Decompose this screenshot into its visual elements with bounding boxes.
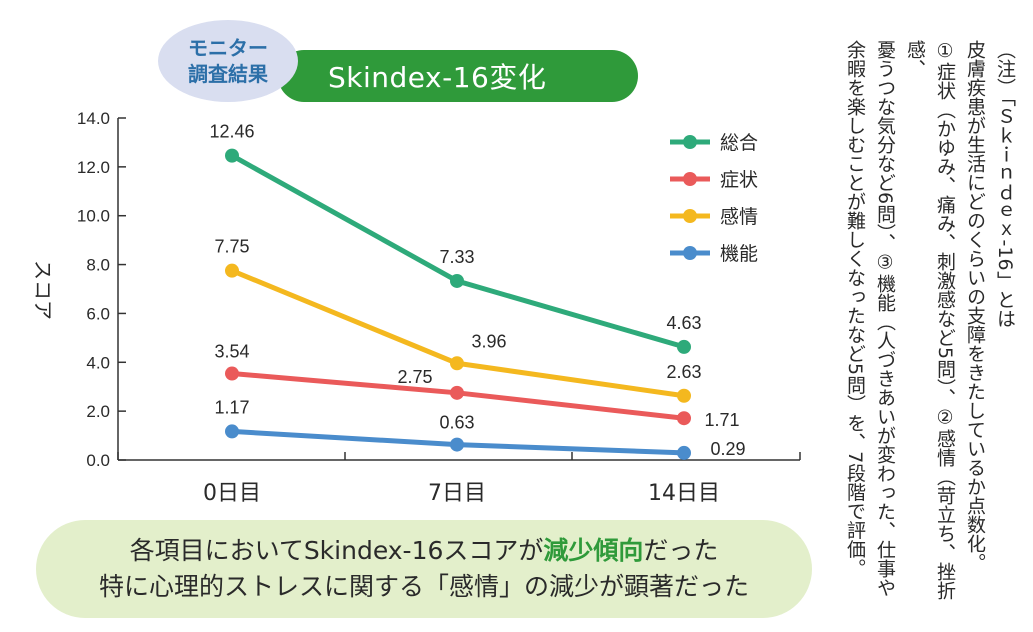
y-tick-label: 10.0 bbox=[77, 207, 110, 226]
data-label: 3.54 bbox=[214, 342, 249, 362]
legend-marker bbox=[683, 172, 697, 186]
y-tick-label: 8.0 bbox=[86, 256, 110, 275]
legend-label: 感情 bbox=[720, 206, 758, 228]
legend-label: 総合 bbox=[720, 132, 758, 154]
note-line-5: 余暇を楽しむことが難しくなったなど5問）を、7段階で評価。 bbox=[844, 40, 866, 578]
data-label: 7.33 bbox=[439, 247, 474, 267]
data-point bbox=[450, 385, 464, 400]
data-label: 12.46 bbox=[209, 122, 254, 142]
legend-label: 症状 bbox=[720, 169, 758, 191]
note-line-1: （注）「Ｓｋｉｎｄｅｘ-16」とは bbox=[994, 40, 1016, 328]
x-tick-label: 7日目 bbox=[428, 481, 486, 506]
data-label: 0.63 bbox=[439, 413, 474, 433]
bubble-line-1: モニター bbox=[188, 36, 268, 60]
data-label: 1.71 bbox=[704, 410, 739, 430]
note-line-4: 憂うつな気分など6問）、③機能（人づきあいが変わった、仕事や bbox=[874, 40, 896, 597]
summary-highlight: 減少傾向 bbox=[543, 536, 644, 565]
monitor-survey-bubble: モニター 調査結果 bbox=[158, 20, 298, 102]
legend-marker bbox=[683, 209, 697, 223]
data-point bbox=[225, 366, 239, 381]
summary-line-1-post: だった bbox=[643, 536, 719, 565]
summary-line-2: 特に心理的ストレスに関する「感情」の減少が顕著だった bbox=[98, 572, 749, 601]
data-point bbox=[225, 263, 239, 278]
data-point bbox=[677, 388, 691, 403]
summary-box: 各項目においてSkindex-16スコアが減少傾向だった 特に心理的ストレスに関… bbox=[36, 520, 812, 618]
chart-series: 12.46 7.33 4.63 3.54 2.75 1.71 7.75 3.96 2.63 1.1… bbox=[209, 122, 746, 460]
data-point bbox=[677, 411, 691, 426]
data-point bbox=[450, 356, 464, 371]
y-tick-label: 6.0 bbox=[86, 304, 110, 323]
data-point bbox=[450, 273, 464, 288]
data-point bbox=[450, 437, 464, 452]
y-tick-label: 2.0 bbox=[86, 402, 110, 421]
data-point bbox=[225, 424, 239, 439]
data-label: 0.29 bbox=[710, 439, 745, 459]
chart-axes: 0.0 2.0 4.0 6.0 8.0 10.0 12.0 14.0 0日目 7日目 14日目 スコア bbox=[31, 109, 801, 506]
data-point bbox=[225, 148, 239, 163]
legend-label: 機能 bbox=[720, 243, 758, 265]
y-axis-label: スコア bbox=[31, 260, 55, 320]
legend-marker bbox=[683, 135, 697, 149]
data-label: 1.17 bbox=[214, 397, 249, 417]
data-label: 7.75 bbox=[214, 237, 249, 257]
data-point bbox=[677, 445, 691, 460]
data-point bbox=[677, 339, 691, 354]
y-tick-label: 12.0 bbox=[77, 158, 110, 177]
x-tick-label: 14日目 bbox=[648, 481, 720, 506]
summary-line-1: 各項目においてSkindex-16スコアが減少傾向だった bbox=[130, 533, 719, 569]
legend-marker bbox=[683, 246, 697, 260]
summary-line-1-pre: 各項目においてSkindex-16スコアが bbox=[129, 536, 544, 565]
note-line-2: 皮膚疾患が生活にどのくらいの支障をきたしているか点数化。 bbox=[964, 40, 986, 572]
y-tick-label: 14.0 bbox=[77, 109, 110, 128]
y-tick-label: 4.0 bbox=[86, 353, 110, 372]
data-label: 2.63 bbox=[666, 362, 701, 382]
x-tick-label: 0日目 bbox=[203, 481, 261, 506]
data-label: 2.75 bbox=[397, 367, 432, 387]
data-label: 3.96 bbox=[471, 331, 506, 351]
footnote: （注）「Ｓｋｉｎｄｅｘ-16」とは 皮膚疾患が生活にどのくらいの支障をきたしてい… bbox=[842, 40, 1020, 620]
y-tick-label: 0.0 bbox=[86, 451, 110, 470]
data-label: 4.63 bbox=[666, 313, 701, 333]
bubble-line-2: 調査結果 bbox=[188, 62, 268, 86]
note-line-3: ①症状（かゆみ、痛み、刺激感など5問）、②感情（苛立ち、挫折感、 bbox=[904, 40, 956, 600]
chart-title: Skindex-16変化 bbox=[328, 61, 547, 94]
chart-title-pill: Skindex-16変化 bbox=[278, 50, 638, 102]
